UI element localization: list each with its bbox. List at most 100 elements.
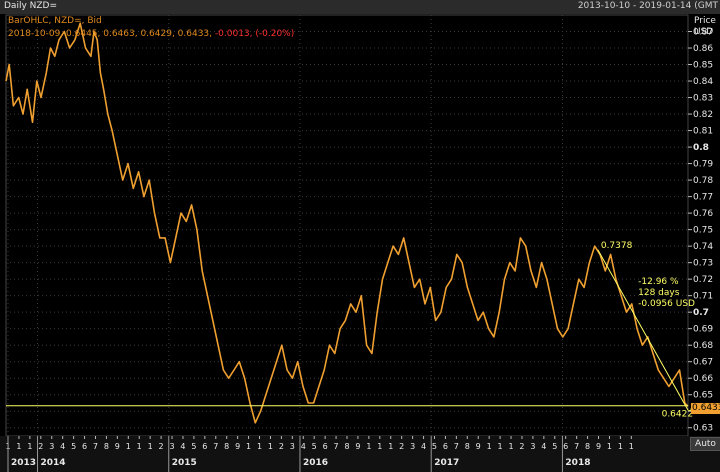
y-tick-label: 0.8 bbox=[693, 143, 709, 153]
y-tick-label: 0.73 bbox=[693, 259, 713, 269]
y-tick-label: 0.65 bbox=[693, 391, 713, 401]
x-tick-label: 9 bbox=[235, 442, 240, 451]
x-tick-label: 7 bbox=[574, 442, 579, 451]
x-tick-label: 9 bbox=[596, 442, 601, 451]
chart-title: Daily NZD= bbox=[4, 1, 58, 11]
year-label: 2018 bbox=[565, 458, 590, 468]
x-tick-label: 2 bbox=[399, 442, 404, 451]
year-label: 2017 bbox=[434, 458, 459, 468]
trend-line bbox=[597, 249, 689, 411]
x-tick-label: 8 bbox=[344, 442, 349, 451]
x-tick-label: 7 bbox=[93, 442, 98, 451]
y-axis-title: Price USD bbox=[694, 16, 716, 38]
year-label: 2013 bbox=[11, 458, 36, 468]
legend-ohlc-values: 2018-10-09, 0.6445, 0.6463, 0.6429, 0.64… bbox=[8, 29, 213, 39]
year-label: 2014 bbox=[41, 458, 66, 468]
x-tick-label: 1 bbox=[366, 442, 371, 451]
x-tick-label: 1 bbox=[16, 442, 21, 451]
x-tick-label: 9 bbox=[355, 442, 360, 451]
y-tick-label: 0.77 bbox=[693, 193, 713, 203]
x-tick-label: 1 bbox=[268, 442, 273, 451]
y-tick-label: 0.74 bbox=[693, 242, 713, 252]
y-tick-label: 0.84 bbox=[693, 77, 713, 87]
x-tick-label: 4 bbox=[180, 442, 185, 451]
y-tick-label: 0.79 bbox=[693, 160, 713, 170]
x-tick-label: 3 bbox=[49, 442, 54, 451]
x-tick-label: 1 bbox=[607, 442, 612, 451]
x-tick-label: 6 bbox=[563, 442, 568, 451]
x-tick-label: 1 bbox=[148, 442, 153, 451]
measure-label: 128 days bbox=[638, 288, 680, 298]
x-tick-label: 1 bbox=[137, 442, 142, 451]
x-tick-label: 8 bbox=[104, 442, 109, 451]
plot-area bbox=[5, 14, 689, 437]
title-bar: Daily NZD= 2013-10-10 - 2019-01-14 (GMT bbox=[0, 0, 720, 14]
x-tick-label: 4 bbox=[421, 442, 426, 451]
x-tick-label: 9 bbox=[476, 442, 481, 451]
x-tick-label: 3 bbox=[169, 442, 174, 451]
x-tick-label: 1 bbox=[498, 442, 503, 451]
x-tick-label: 6 bbox=[202, 442, 207, 451]
x-tick-label: 6 bbox=[323, 442, 328, 451]
x-tick-label: 1 bbox=[508, 442, 513, 451]
x-tick-label: 7 bbox=[454, 442, 459, 451]
x-tick-label: 1 bbox=[377, 442, 382, 451]
y-axis-title-line: Price bbox=[694, 16, 716, 26]
x-tick-label: 2 bbox=[279, 442, 284, 451]
x-tick-label: 5 bbox=[552, 442, 557, 451]
x-tick-label: 1 bbox=[246, 442, 251, 451]
y-tick-label: 0.87 bbox=[693, 28, 713, 38]
x-tick-label: 3 bbox=[290, 442, 295, 451]
x-tick-label: 1 bbox=[257, 442, 262, 451]
y-tick-label: 0.75 bbox=[693, 226, 713, 236]
y-tick-label: 0.86 bbox=[693, 44, 713, 54]
price-series-line bbox=[5, 22, 689, 424]
y-tick-label: 0.72 bbox=[693, 275, 713, 285]
x-tick-label: 1 bbox=[487, 442, 492, 451]
x-tick-label: 4 bbox=[301, 442, 306, 451]
y-tick-label: 0.69 bbox=[693, 325, 713, 335]
x-axis-band bbox=[0, 436, 720, 472]
trend-start-label: 0.7378 bbox=[601, 241, 633, 251]
x-tick-label: 5 bbox=[191, 442, 196, 451]
auto-scale-button[interactable]: Auto bbox=[690, 437, 720, 451]
x-tick-label: 1 bbox=[618, 442, 623, 451]
y-tick-label: 0.82 bbox=[693, 110, 713, 120]
x-tick-label: 7 bbox=[334, 442, 339, 451]
x-tick-label: 9 bbox=[115, 442, 120, 451]
x-tick-label: 5 bbox=[312, 442, 317, 451]
x-tick-label: 6 bbox=[82, 442, 87, 451]
y-tick-label: 0.66 bbox=[693, 374, 713, 384]
x-tick-label: 1 bbox=[27, 442, 32, 451]
legend-change: -0.0013, (-0.20%) bbox=[214, 29, 295, 39]
x-tick-label: 2 bbox=[159, 442, 164, 451]
y-tick-label: 0.71 bbox=[693, 292, 713, 302]
legend-study[interactable]: BarOHLC, NZD=, Bid bbox=[8, 16, 102, 26]
y-tick-label: 0.68 bbox=[693, 341, 713, 351]
x-tick-label: 6 bbox=[443, 442, 448, 451]
x-tick-label: 2 bbox=[519, 442, 524, 451]
y-tick-label: 0.63 bbox=[693, 424, 713, 434]
y-tick-label: 0.76 bbox=[693, 209, 713, 219]
low-label: 0.6422 bbox=[662, 410, 694, 420]
y-tick-label: 0.67 bbox=[693, 358, 713, 368]
x-tick-label: 7 bbox=[213, 442, 218, 451]
last-price-tag: 0.6433 bbox=[691, 403, 720, 414]
date-range: 2013-10-10 - 2019-01-14 (GMT bbox=[577, 1, 718, 11]
x-tick-label: 2 bbox=[38, 442, 43, 451]
legend-values: 2018-10-09, 0.6445, 0.6463, 0.6429, 0.64… bbox=[8, 29, 294, 39]
x-tick-label: 1 bbox=[629, 442, 634, 451]
x-tick-label: 3 bbox=[530, 442, 535, 451]
y-tick-label: 0.85 bbox=[693, 61, 713, 71]
x-tick-label: 8 bbox=[465, 442, 470, 451]
measure-label: -12.96 % bbox=[638, 277, 679, 287]
x-tick-label: 3 bbox=[410, 442, 415, 451]
y-tick-label: 0.81 bbox=[693, 127, 713, 137]
year-label: 2016 bbox=[303, 458, 328, 468]
y-tick-label: 0.7 bbox=[693, 308, 709, 318]
y-tick-label: 0.78 bbox=[693, 176, 713, 186]
measure-label: -0.0956 USD bbox=[638, 299, 695, 309]
x-tick-label: 5 bbox=[71, 442, 76, 451]
x-tick-label: 8 bbox=[585, 442, 590, 451]
x-tick-label: 8 bbox=[224, 442, 229, 451]
